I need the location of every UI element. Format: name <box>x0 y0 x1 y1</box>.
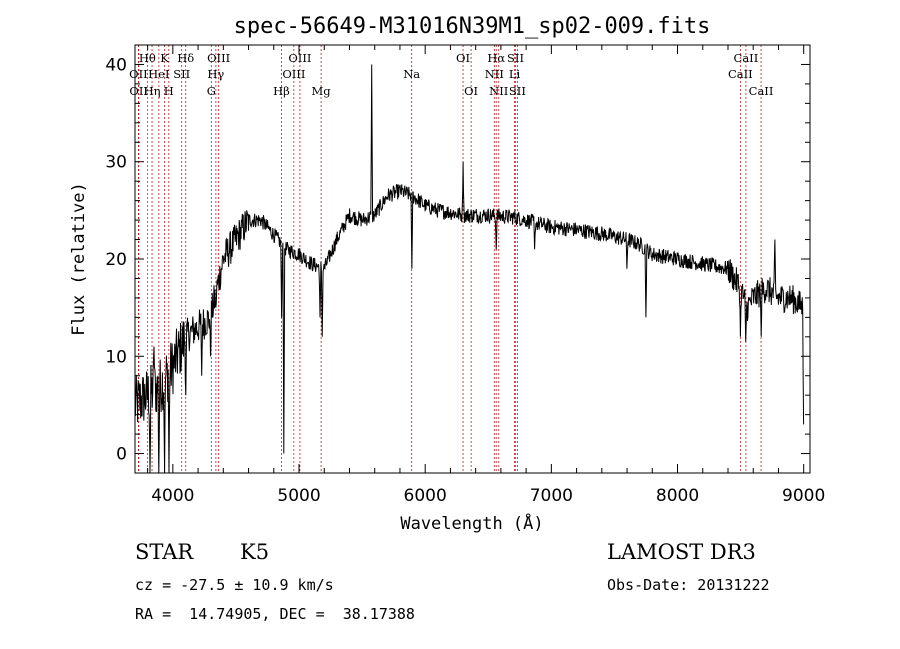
y-tick-label: 0 <box>116 445 127 465</box>
spectral-line-label: OIII <box>288 51 311 65</box>
spectral-line-label: Na <box>403 67 420 81</box>
spectral-line-label: Hθ <box>139 51 156 65</box>
spectral-line-label: OIII <box>282 67 305 81</box>
survey-name: LAMOST DR3 <box>607 540 756 564</box>
spectral-line-label: OII <box>129 67 148 81</box>
y-tick-label: 40 <box>105 55 127 75</box>
spectral-line-label: OI <box>456 51 470 65</box>
x-tick-label: 5000 <box>277 486 320 506</box>
x-tick-label: 9000 <box>782 486 825 506</box>
spectral-line-label: OIII <box>207 51 230 65</box>
observation-date: Obs-Date: 20131222 <box>607 576 770 594</box>
x-axis-label: Wavelength (Å) <box>400 512 543 534</box>
object-subclass: K5 <box>240 540 270 564</box>
y-tick-label: 10 <box>105 347 127 367</box>
x-tick-label: 6000 <box>404 486 447 506</box>
spectral-line-label: NII <box>489 84 508 98</box>
y-axis-label: Flux (relative) <box>69 182 89 336</box>
y-axis-ticks: 0 10 20 30 40 <box>105 55 810 465</box>
spectral-line-label: Hβ <box>273 84 290 98</box>
coordinates: RA = 14.74905, DEC = 38.17388 <box>135 605 415 623</box>
y-tick-label: 20 <box>105 250 127 270</box>
spectral-line-label: SII <box>509 84 526 98</box>
spectral-line-label: NII <box>485 67 504 81</box>
spectral-line-label: Hη <box>144 84 161 98</box>
spectral-line-label: OII <box>129 84 148 98</box>
spectral-line-label: Hγ <box>207 67 224 81</box>
spectral-line-label: Hδ <box>177 51 194 65</box>
spectral-line-label: SII <box>173 67 190 81</box>
chart-title: spec-56649-M31016N39M1_sp02-009.fits <box>234 14 711 39</box>
spectral-line-label: G <box>207 84 216 98</box>
spectral-line-label: K <box>160 51 169 65</box>
y-tick-label: 30 <box>105 153 127 173</box>
x-tick-label: 7000 <box>530 486 573 506</box>
flux-series-line <box>134 64 805 474</box>
spectral-line-label: CaII <box>749 84 774 98</box>
spectral-line-label: Hα <box>487 51 505 65</box>
redshift-cz: cz = -27.5 ± 10.9 km/s <box>135 576 334 594</box>
object-class: STAR <box>135 540 194 564</box>
spectral-line-label: OI <box>464 84 478 98</box>
spectral-line-label: CaII <box>734 51 759 65</box>
spectral-line-labels: HθOIIOIIHηHeIKHSIIHδGHγOIIIHβOIIIOIIIMgN… <box>129 51 773 98</box>
spectral-line-label: Li <box>509 67 521 81</box>
spectral-line-label: CaII <box>728 67 753 81</box>
spectral-line-markers <box>138 45 762 473</box>
spectral-line-label: H <box>164 84 174 98</box>
x-tick-label: 8000 <box>656 486 699 506</box>
spectral-line-label: HeI <box>148 67 169 81</box>
spectral-line-label: SII <box>507 51 524 65</box>
spectral-line-label: Mg <box>312 84 332 98</box>
x-axis-ticks: 4000 5000 6000 7000 8000 9000 <box>147 45 825 506</box>
x-tick-label: 4000 <box>151 486 194 506</box>
